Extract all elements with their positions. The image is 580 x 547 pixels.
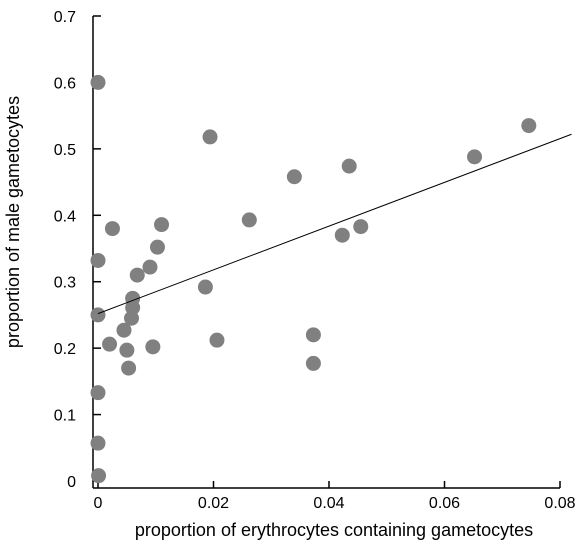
data-point	[90, 74, 106, 90]
data-point	[91, 468, 107, 484]
data-point	[142, 259, 158, 275]
data-point	[341, 158, 357, 174]
data-points	[90, 74, 537, 484]
data-point	[286, 169, 302, 185]
data-point	[521, 118, 537, 134]
y-axis-ticks: 0 0.1 0.2 0.3 0.4 0.5 0.6 0.7	[54, 9, 101, 491]
y-tick-label: 0.1	[54, 408, 76, 425]
data-point	[334, 227, 350, 243]
data-point	[119, 342, 135, 358]
data-point	[467, 149, 483, 165]
y-tick-label: 0.4	[54, 208, 76, 225]
data-point	[121, 360, 137, 376]
data-point	[116, 322, 132, 338]
y-tick-label: 0.7	[54, 9, 76, 26]
data-point	[90, 307, 106, 323]
data-point	[145, 339, 161, 355]
y-tick-label: 0.6	[54, 75, 76, 92]
data-point	[102, 336, 118, 352]
data-point	[202, 129, 218, 145]
y-tick-label: 0.2	[54, 341, 76, 358]
data-point	[353, 219, 369, 235]
data-point	[209, 332, 225, 348]
axes	[92, 16, 560, 489]
x-axis-title: proportion of erythrocytes containing ga…	[135, 520, 533, 540]
x-tick-label: 0	[94, 495, 103, 512]
x-tick-label: 0.02	[198, 495, 229, 512]
data-point	[197, 279, 213, 295]
y-tick-label: 0	[67, 474, 76, 491]
data-point	[305, 327, 321, 343]
y-tick-label: 0.3	[54, 275, 76, 292]
x-tick-label: 0.06	[429, 495, 460, 512]
data-point	[90, 252, 106, 268]
data-point	[149, 239, 165, 255]
trend-line	[97, 133, 572, 315]
data-point	[90, 385, 106, 401]
data-point	[90, 435, 106, 451]
data-point	[305, 355, 321, 371]
x-tick-label: 0.04	[313, 495, 344, 512]
x-axis-ticks: 0 0.02 0.04 0.06 0.08	[94, 481, 576, 512]
data-point	[129, 267, 145, 283]
data-point	[154, 217, 170, 233]
x-tick-label: 0.08	[544, 495, 575, 512]
data-point	[241, 212, 257, 228]
y-axis-title: proportion of male gametocytes	[3, 96, 23, 348]
y-tick-label: 0.5	[54, 142, 76, 159]
data-point	[104, 221, 120, 237]
